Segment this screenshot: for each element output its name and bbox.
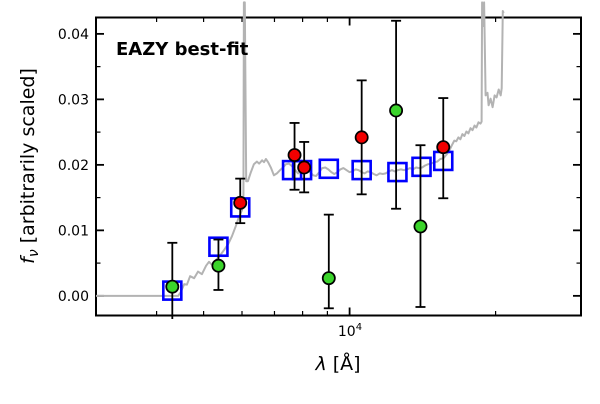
- model-photometry-marker: [318, 158, 340, 180]
- y-tick-label: 0.03: [58, 92, 89, 108]
- spectrum-line-group: [96, 1, 505, 297]
- observed-photometry-green-marker: [413, 219, 428, 234]
- observed-photometry-green-marker: [321, 271, 336, 286]
- observed-photometry-red-marker: [233, 195, 248, 210]
- observed-photometry-red-marker: [287, 148, 302, 162]
- observed-photometry-red-marker: [436, 140, 451, 155]
- model-photometry-marker: [411, 156, 432, 178]
- x-tick-label-10e4: 104: [338, 322, 362, 340]
- observed-photometry-green-marker: [165, 279, 180, 294]
- axes-border: [95, 16, 582, 317]
- y-tick-label: 0.01: [58, 223, 89, 239]
- observed-photometry-green-marker: [389, 103, 404, 118]
- y-tick-labels: 0.00 0.01 0.02 0.03 0.04: [58, 27, 89, 305]
- model-photometry-marker: [387, 161, 408, 183]
- spectrum-line: [96, 1, 505, 297]
- observed-photometry-red-marker: [354, 130, 369, 145]
- x-axis-label: λ [Å]: [314, 352, 360, 375]
- observed-photometry-green-marker: [211, 258, 226, 273]
- y-tick-label: 0.00: [58, 289, 89, 305]
- y-axis-label: fν [arbitrarily scaled]: [17, 68, 42, 264]
- y-tick-label: 0.04: [58, 27, 89, 43]
- observed-photometry-red-marker: [297, 160, 312, 175]
- observed-points-group: [165, 103, 451, 294]
- annotation-eazy-best-fit: EAZY best-fit: [116, 39, 249, 60]
- y-tick-label: 0.02: [58, 158, 89, 174]
- axes-frame: [95, 16, 582, 317]
